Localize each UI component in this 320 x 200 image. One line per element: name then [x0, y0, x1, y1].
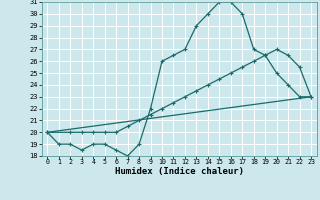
X-axis label: Humidex (Indice chaleur): Humidex (Indice chaleur)	[115, 167, 244, 176]
